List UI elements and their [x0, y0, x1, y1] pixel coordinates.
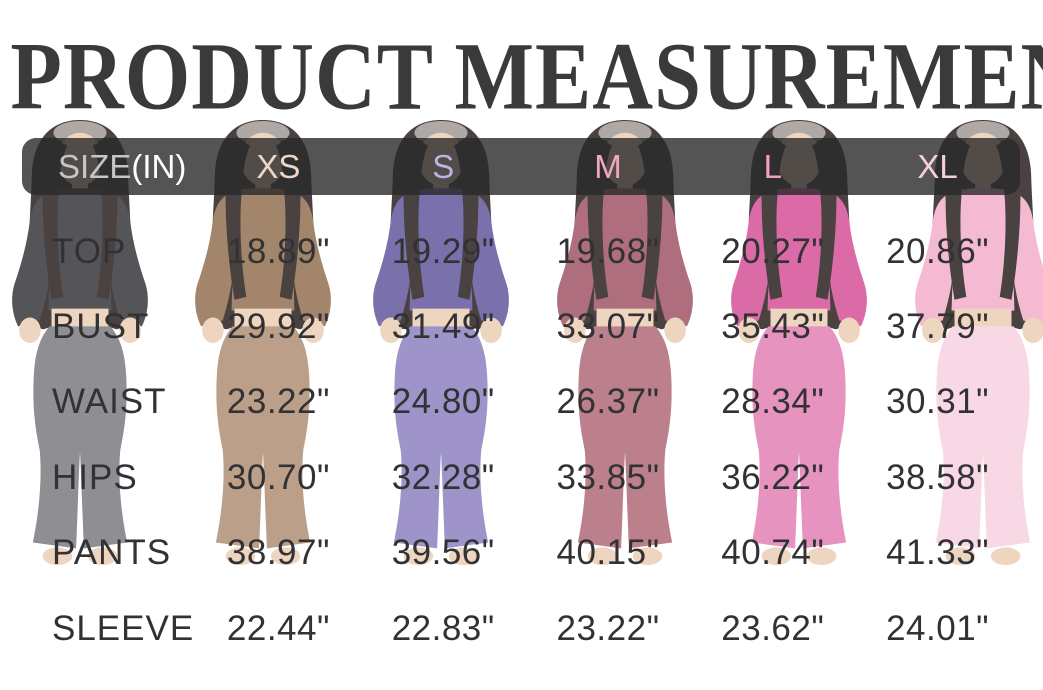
row-label-sleeve: SLEEVE	[52, 608, 195, 648]
value-top-xl: 20.86"	[886, 231, 990, 271]
header-cell-m: M	[594, 147, 622, 185]
value-waist-xs: 23.22"	[226, 382, 330, 422]
row-label-waist: WAIST	[52, 382, 167, 422]
value-pants-xs: 38.97"	[226, 533, 330, 573]
value-waist-m: 26.37"	[556, 382, 660, 422]
value-pants-xl: 41.33"	[886, 533, 990, 573]
value-sleeve-xs: 22.44"	[226, 608, 330, 648]
header-cell-xs: XS	[256, 147, 301, 185]
value-sleeve-m: 23.22"	[556, 608, 660, 648]
page-title: PRODUCT MEASUREMENTS	[10, 22, 1043, 130]
value-bust-l: 35.43"	[721, 307, 825, 347]
table-header-row: SIZE (IN) XS S M L XL	[22, 138, 1020, 195]
value-bust-xs: 29.92"	[226, 307, 330, 347]
value-bust-xl: 37.79"	[886, 307, 990, 347]
value-hips-xs: 30.70"	[226, 457, 330, 497]
value-sleeve-s: 22.83"	[391, 608, 495, 648]
header-cell-s: S	[432, 147, 455, 185]
value-bust-s: 31.49"	[391, 307, 495, 347]
value-top-l: 20.27"	[721, 231, 825, 271]
header-cell-l: L	[763, 147, 782, 185]
row-label-pants: PANTS	[52, 533, 172, 573]
measurement-table: TOP 18.89" 19.29" 19.68" 20.27" 20.86" B…	[22, 214, 1020, 666]
size-unit-label: (IN)	[131, 147, 187, 185]
size-label: SIZE	[58, 147, 132, 185]
value-pants-m: 40.15"	[556, 533, 660, 573]
value-waist-l: 28.34"	[721, 382, 825, 422]
value-top-m: 19.68"	[556, 231, 660, 271]
value-hips-s: 32.28"	[391, 457, 495, 497]
value-pants-s: 39.56"	[391, 533, 495, 573]
value-waist-s: 24.80"	[391, 382, 495, 422]
value-hips-m: 33.85"	[556, 457, 660, 497]
value-top-s: 19.29"	[391, 231, 495, 271]
value-sleeve-l: 23.62"	[721, 608, 825, 648]
value-sleeve-xl: 24.01"	[886, 608, 990, 648]
row-label-bust: BUST	[52, 307, 150, 347]
value-hips-l: 36.22"	[721, 457, 825, 497]
value-pants-l: 40.74"	[721, 533, 825, 573]
row-label-top: TOP	[52, 231, 127, 271]
value-bust-m: 33.07"	[556, 307, 660, 347]
row-label-hips: HIPS	[52, 457, 138, 497]
value-waist-xl: 30.31"	[886, 382, 990, 422]
header-cell-xl: XL	[917, 147, 958, 185]
value-hips-xl: 38.58"	[886, 457, 990, 497]
header-cell-size: SIZE (IN)	[22, 148, 196, 186]
value-top-xs: 18.89"	[226, 231, 330, 271]
